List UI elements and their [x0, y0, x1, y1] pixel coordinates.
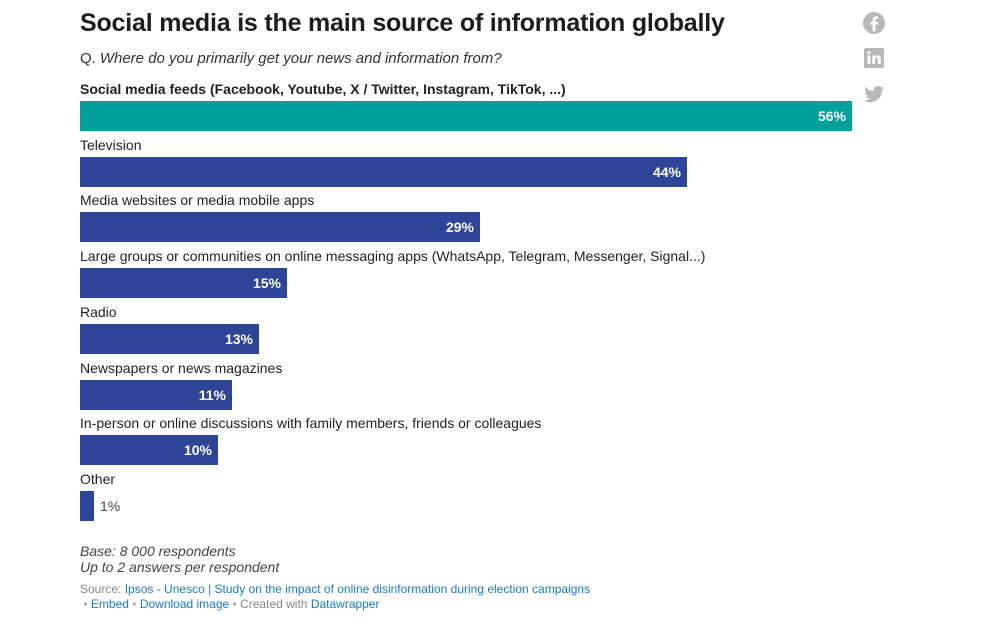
facebook-icon	[863, 12, 885, 34]
footer-separator: •	[232, 597, 237, 611]
question-prefix: Q.	[80, 50, 96, 67]
embed-link[interactable]: Embed	[90, 597, 129, 611]
value-label: 15%	[252, 275, 281, 292]
created-with-text: Created with	[240, 597, 308, 611]
question-text: Where do you primarily get your news and…	[99, 50, 502, 67]
twitter-share-button[interactable]	[862, 82, 886, 106]
value-label: 44%	[652, 163, 681, 180]
bar-row: In-person or online discussions with fam…	[80, 414, 880, 466]
bar	[80, 323, 259, 354]
value-label: 56%	[817, 108, 846, 124]
value-label: 1%	[100, 497, 121, 514]
bar	[80, 379, 232, 410]
category-label: In-person or online discussions with fam…	[80, 415, 542, 432]
chart-footer: Source: Ipsos - Unesco | Study on the im…	[80, 582, 590, 612]
bar-row: Large groups or communities on online me…	[80, 247, 880, 299]
facebook-share-button[interactable]	[862, 11, 886, 35]
value-label: 13%	[224, 330, 253, 347]
bar	[80, 268, 287, 299]
bar-row: Other 1%	[80, 470, 880, 521]
bar	[80, 101, 852, 131]
category-label: Social media feeds (Facebook, Youtube, X…	[80, 81, 566, 97]
category-label: Large groups or communities on online me…	[80, 248, 706, 265]
category-label: Other	[80, 470, 116, 487]
twitter-icon	[864, 85, 884, 103]
chart-title: Social media is the main source of infor…	[80, 9, 725, 37]
linkedin-share-button[interactable]	[862, 46, 886, 70]
value-label: 11%	[198, 386, 226, 403]
value-label: 10%	[183, 442, 212, 459]
category-label: Newspapers or news magazines	[80, 359, 283, 376]
bar-row: Media websites or media mobile apps 29%	[80, 191, 880, 243]
bar	[80, 212, 480, 243]
bar-row: Social media feeds (Facebook, Youtube, X…	[80, 80, 880, 131]
source-link[interactable]: Ipsos - Unesco | Study on the impact of …	[124, 582, 591, 596]
answers-note: Up to 2 answers per respondent	[80, 559, 280, 575]
category-label: Television	[80, 136, 142, 153]
linkedin-icon	[864, 48, 884, 68]
download-image-link[interactable]: Download image	[139, 597, 230, 611]
bar-row: Radio 13%	[80, 303, 880, 354]
value-label: 29%	[445, 219, 474, 236]
footer-separator: •	[83, 597, 88, 611]
category-label: Radio	[80, 303, 117, 320]
bar	[80, 156, 687, 187]
footer-separator: •	[132, 597, 137, 611]
bar	[80, 435, 218, 466]
category-label: Media websites or media mobile apps	[80, 192, 315, 209]
bar-chart: Social media feeds (Facebook, Youtube, X…	[80, 80, 880, 525]
bar-row: Newspapers or news magazines 11%	[80, 359, 880, 410]
question: Q. Where do you primarily get your news a…	[80, 50, 502, 67]
chart-notes: Base: 8 000 respondents Up to 2 answers …	[80, 543, 279, 575]
source-label: Source:	[80, 582, 122, 596]
datawrapper-link[interactable]: Datawrapper	[310, 597, 380, 611]
bar	[80, 490, 94, 521]
base-note: Base: 8 000 respondents	[80, 543, 236, 559]
bar-row: Television 44%	[80, 136, 880, 187]
